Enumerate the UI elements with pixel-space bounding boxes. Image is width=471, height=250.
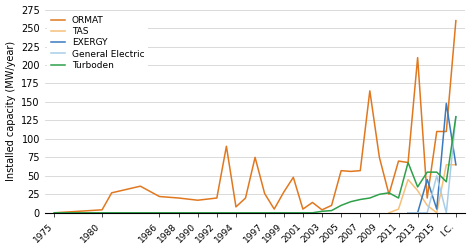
- ORMAT: [291, 176, 296, 179]
- General Electric: [424, 211, 430, 214]
- ORMAT: [405, 161, 411, 164]
- Y-axis label: Installed capacity (MW/year): Installed capacity (MW/year): [6, 41, 16, 181]
- EXERGY: [424, 178, 430, 181]
- TAS: [415, 189, 421, 192]
- ORMAT: [51, 211, 57, 214]
- TAS: [453, 163, 459, 166]
- Line: ORMAT: ORMAT: [54, 21, 456, 213]
- ORMAT: [367, 89, 373, 92]
- Turboden: [233, 211, 239, 214]
- EXERGY: [453, 163, 459, 166]
- ORMAT: [224, 145, 229, 148]
- ORMAT: [176, 196, 181, 200]
- General Electric: [434, 174, 439, 177]
- Turboden: [176, 211, 181, 214]
- Turboden: [376, 193, 382, 196]
- Turboden: [309, 211, 315, 214]
- ORMAT: [281, 190, 286, 194]
- Legend: ORMAT, TAS, EXERGY, General Electric, Turboden: ORMAT, TAS, EXERGY, General Electric, Tu…: [48, 12, 148, 74]
- Turboden: [434, 171, 439, 174]
- Line: EXERGY: EXERGY: [408, 104, 456, 213]
- ORMAT: [109, 191, 114, 194]
- Turboden: [138, 211, 143, 214]
- Turboden: [338, 204, 344, 207]
- Turboden: [252, 211, 258, 214]
- ORMAT: [243, 196, 248, 200]
- ORMAT: [376, 156, 382, 159]
- ORMAT: [357, 169, 363, 172]
- EXERGY: [434, 208, 439, 210]
- ORMAT: [118, 189, 124, 192]
- Turboden: [195, 211, 201, 214]
- ORMAT: [309, 201, 315, 204]
- Turboden: [444, 180, 449, 183]
- Turboden: [99, 211, 105, 214]
- ORMAT: [233, 206, 239, 208]
- TAS: [386, 211, 392, 214]
- Turboden: [51, 211, 57, 214]
- ORMAT: [252, 156, 258, 159]
- ORMAT: [329, 204, 334, 207]
- Turboden: [300, 211, 306, 214]
- ORMAT: [415, 56, 421, 59]
- Turboden: [424, 171, 430, 174]
- Line: TAS: TAS: [389, 165, 456, 213]
- ORMAT: [271, 208, 277, 210]
- ORMAT: [262, 192, 268, 195]
- Turboden: [405, 161, 411, 164]
- Turboden: [319, 210, 325, 213]
- EXERGY: [415, 211, 421, 214]
- Turboden: [396, 196, 401, 200]
- Turboden: [357, 198, 363, 201]
- ORMAT: [348, 170, 354, 173]
- ORMAT: [396, 160, 401, 162]
- ORMAT: [214, 196, 219, 200]
- ORMAT: [195, 199, 201, 202]
- ORMAT: [338, 169, 344, 172]
- General Electric: [415, 211, 421, 214]
- ORMAT: [424, 196, 430, 200]
- ORMAT: [319, 208, 325, 211]
- Turboden: [214, 211, 219, 214]
- Turboden: [367, 196, 373, 200]
- Line: Turboden: Turboden: [54, 117, 456, 213]
- ORMAT: [386, 193, 392, 196]
- Turboden: [118, 211, 124, 214]
- TAS: [424, 204, 430, 207]
- TAS: [396, 208, 401, 210]
- General Electric: [444, 211, 449, 214]
- Turboden: [157, 211, 162, 214]
- Turboden: [329, 209, 334, 212]
- Turboden: [415, 186, 421, 188]
- ORMAT: [138, 185, 143, 188]
- ORMAT: [157, 195, 162, 198]
- TAS: [405, 178, 411, 181]
- ORMAT: [300, 208, 306, 210]
- TAS: [434, 211, 439, 214]
- General Electric: [405, 211, 411, 214]
- Turboden: [291, 211, 296, 214]
- Turboden: [453, 115, 459, 118]
- ORMAT: [434, 130, 439, 133]
- Line: General Electric: General Electric: [408, 117, 456, 213]
- ORMAT: [444, 130, 449, 133]
- Turboden: [271, 211, 277, 214]
- Turboden: [386, 191, 392, 194]
- EXERGY: [444, 102, 449, 105]
- TAS: [444, 163, 449, 166]
- EXERGY: [405, 211, 411, 214]
- General Electric: [453, 115, 459, 118]
- ORMAT: [453, 19, 459, 22]
- ORMAT: [99, 208, 105, 211]
- Turboden: [348, 200, 354, 203]
